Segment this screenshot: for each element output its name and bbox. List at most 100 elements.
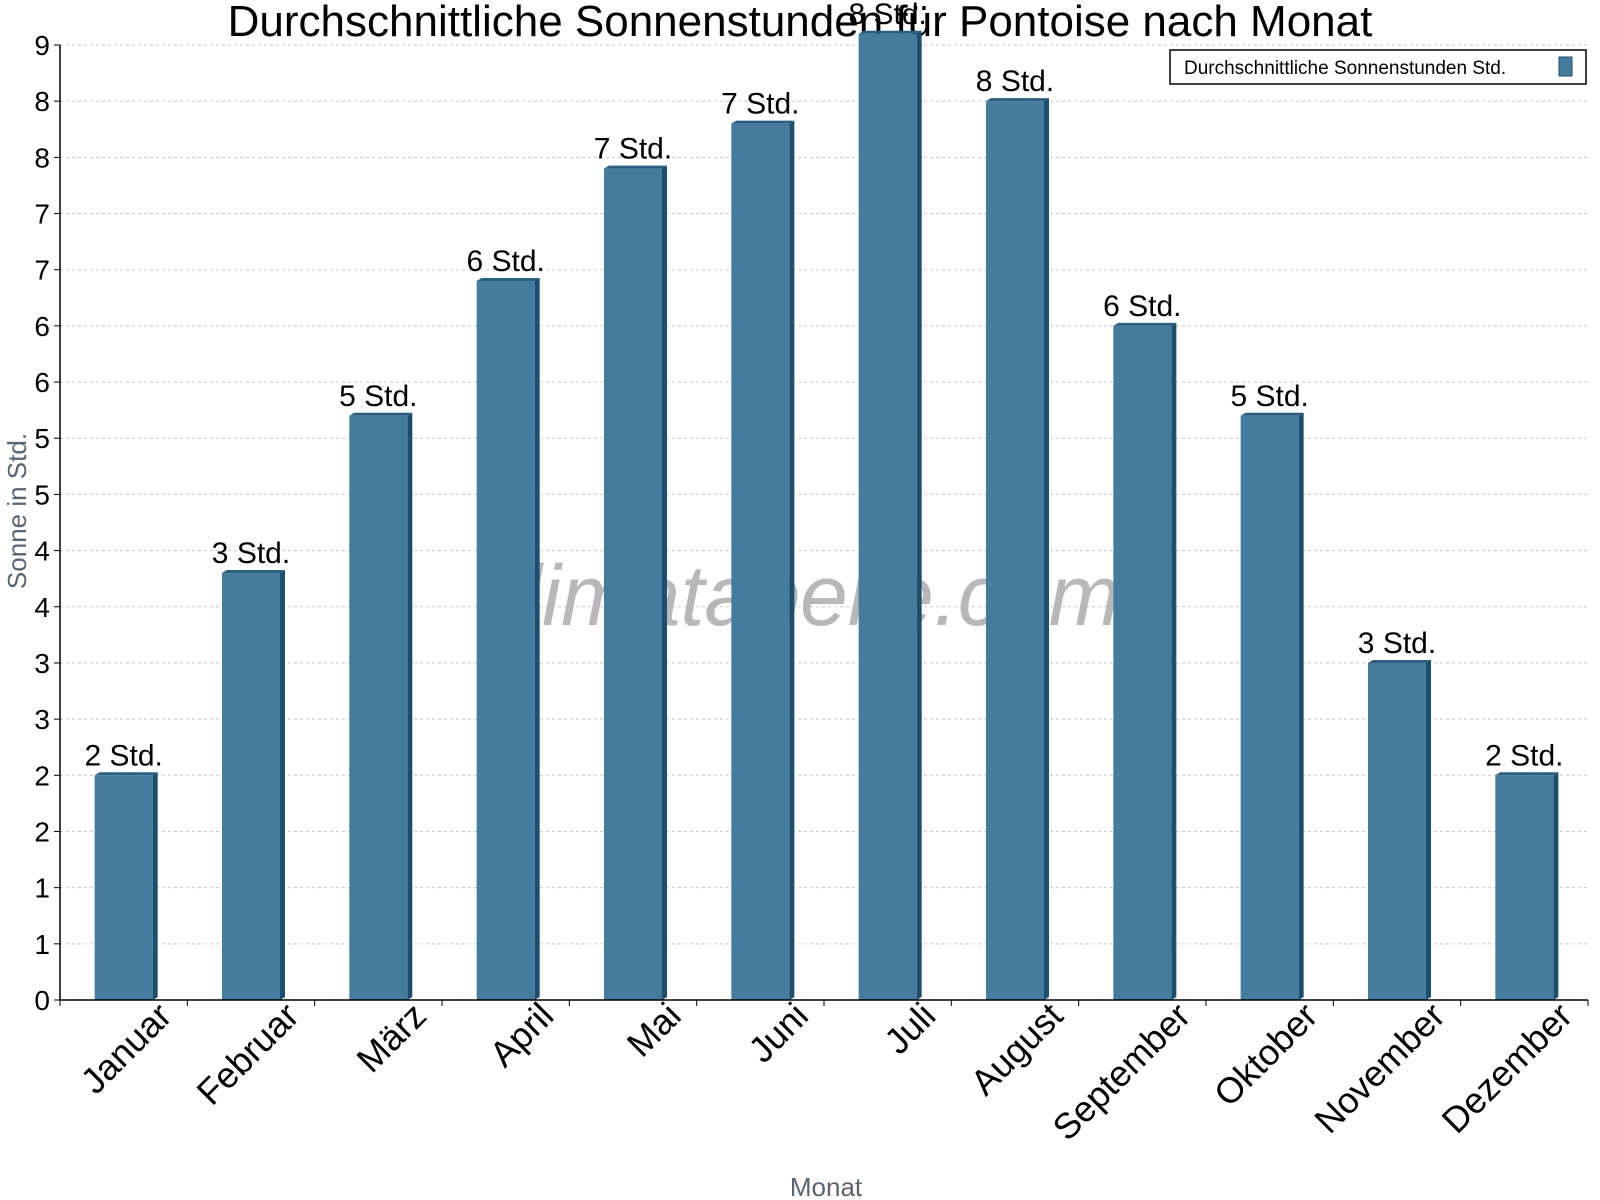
y-tick-label: 0 xyxy=(34,985,50,1016)
bar-top xyxy=(1495,772,1559,776)
y-tick-label: 3 xyxy=(34,648,50,679)
bar-top xyxy=(731,120,795,124)
y-axis-title: Sonne in Std. xyxy=(2,433,32,589)
bar-front xyxy=(349,415,408,1000)
bar-side xyxy=(1553,772,1559,1000)
data-label: 5 Std. xyxy=(1230,380,1308,413)
bar-front xyxy=(222,573,280,1000)
bar-oktober xyxy=(1240,412,1304,1000)
x-tick-label: November xyxy=(1306,995,1452,1141)
y-tick-label: 2 xyxy=(34,760,50,791)
data-label: 7 Std. xyxy=(594,133,672,166)
bar-top xyxy=(222,570,285,574)
bar-front xyxy=(858,33,917,1000)
bar-front xyxy=(604,168,662,1000)
bar-side xyxy=(1426,659,1431,1000)
data-label: 6 Std. xyxy=(1103,290,1181,323)
y-tick-label: 6 xyxy=(34,367,50,398)
bar-top xyxy=(1240,412,1304,416)
y-tick-label: 2 xyxy=(34,816,50,847)
x-tick-label: Januar xyxy=(72,995,179,1102)
bar-top xyxy=(986,98,1049,102)
legend-swatch xyxy=(1558,56,1573,77)
data-label: 3 Std. xyxy=(1358,627,1436,660)
bar-side xyxy=(152,772,158,1000)
y-tick-label: 7 xyxy=(34,199,50,230)
data-label: 7 Std. xyxy=(721,88,799,121)
bar-februar xyxy=(222,570,285,1000)
x-tick-label: Juli xyxy=(876,995,943,1062)
bar-side xyxy=(789,120,795,1001)
bar-september xyxy=(1113,322,1177,1001)
bar-front xyxy=(1495,775,1554,1000)
bar-juni xyxy=(731,120,795,1001)
bar-juli xyxy=(858,30,922,1000)
bar-front xyxy=(476,280,535,1000)
x-axis-title: Monat xyxy=(790,1172,863,1200)
y-tick-label: 1 xyxy=(34,929,50,960)
bar-märz xyxy=(349,412,413,1000)
y-tick-label: 5 xyxy=(34,479,50,510)
bar-side xyxy=(280,570,285,1000)
y-tick-label: 5 xyxy=(34,423,50,454)
y-tick-label: 4 xyxy=(34,536,50,567)
bar-mai xyxy=(604,165,667,1000)
bar-april xyxy=(476,277,540,1000)
y-tick-label: 4 xyxy=(34,592,50,623)
bar-front xyxy=(1368,662,1426,1000)
bar-side xyxy=(407,412,413,1000)
bar-front xyxy=(94,775,153,1000)
x-tick-label: März xyxy=(348,995,434,1081)
x-tick-label: September xyxy=(1044,995,1198,1149)
bar-top xyxy=(349,412,413,416)
y-tick-label: 7 xyxy=(34,255,50,286)
bar-side xyxy=(662,165,667,1000)
bar-side xyxy=(916,30,922,1000)
grid-lines xyxy=(60,44,1588,945)
y-tick-label: 1 xyxy=(34,873,50,904)
bar-side xyxy=(1171,322,1177,1001)
legend-box xyxy=(1169,49,1587,85)
data-label: 6 Std. xyxy=(466,245,544,278)
x-tick-label: Mai xyxy=(619,995,689,1065)
bar-top xyxy=(1113,322,1177,326)
bar-januar xyxy=(94,772,158,1000)
bar-front xyxy=(1113,325,1172,1001)
bar-front xyxy=(986,101,1044,1001)
bar-top xyxy=(94,772,158,776)
data-label: 8 Std. xyxy=(848,0,926,31)
legend: Durchschnittliche Sonnenstunden Std. xyxy=(1169,49,1587,85)
x-tick-label: Juni xyxy=(740,995,816,1071)
bar-side xyxy=(534,277,540,1000)
y-tick-label: 3 xyxy=(34,704,50,735)
bar-dezember xyxy=(1495,772,1559,1000)
y-tick-label: 8 xyxy=(34,142,50,173)
data-label: 2 Std. xyxy=(84,739,162,772)
x-tick-label: August xyxy=(962,995,1070,1103)
bar-top xyxy=(858,30,922,34)
x-tick-label: Oktober xyxy=(1206,995,1326,1115)
x-tick-label: Februar xyxy=(189,995,307,1113)
data-label: 2 Std. xyxy=(1485,739,1563,772)
bar-top xyxy=(1368,659,1431,663)
legend-label: Durchschnittliche Sonnenstunden Std. xyxy=(1184,58,1506,79)
data-label: 8 Std. xyxy=(976,65,1054,98)
bar-august xyxy=(986,98,1049,1001)
bar-november xyxy=(1368,659,1431,1000)
bar-front xyxy=(731,123,790,1001)
x-tick-label: April xyxy=(481,995,561,1075)
data-label: 3 Std. xyxy=(212,537,290,570)
y-tick-label: 8 xyxy=(34,86,50,117)
x-tick-label: Dezember xyxy=(1434,995,1580,1141)
data-label: 5 Std. xyxy=(339,380,417,413)
bar-side xyxy=(1298,412,1304,1000)
bar-side xyxy=(1044,98,1049,1001)
bar-front xyxy=(1240,415,1299,1000)
chart-title: Durchschnittliche Sonnenstunden für Pont… xyxy=(228,0,1373,46)
bar-top xyxy=(476,277,540,281)
bars: 2 Std. 3 Std. 5 Std. 6 Std. 7 Std. 7 Std. 8 St… xyxy=(84,0,1564,1001)
y-tick-label: 6 xyxy=(34,311,50,342)
bar-top xyxy=(604,165,667,169)
y-tick-label: 9 xyxy=(34,30,50,61)
